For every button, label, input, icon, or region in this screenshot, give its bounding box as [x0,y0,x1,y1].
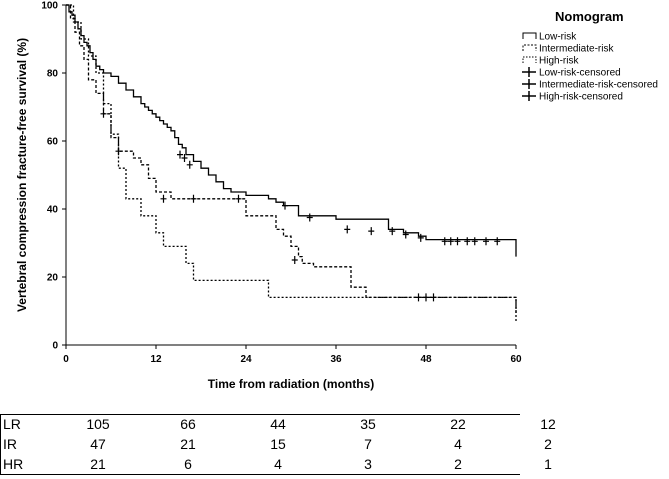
risk-table-cell: 21 [90,456,106,472]
low-risk-censor-mark [417,233,424,242]
low-risk-censor-mark [177,150,183,159]
legend-entry-label: Low-risk [539,32,577,43]
low-risk-censor-mark [454,237,461,246]
x-tick-label: 0 [63,354,69,365]
risk-table-row: LR 105 66 44 35 22 12 [0,414,556,434]
y-tick-label: 0 [52,341,58,352]
risk-table-bottom-rule [0,474,520,475]
risk-table-row: HR 21 6 4 3 2 1 [0,454,552,474]
high-risk-censored-legend-swatch [522,91,536,101]
low-risk-censor-mark [389,227,396,236]
legend-entry-label: High-risk-censored [539,92,623,103]
y-tick-label: 20 [47,273,59,284]
legend-entry-label: Intermediate-risk-censored [539,80,658,91]
risk-table-cell: 3 [364,456,372,472]
risk-table-cell: 4 [274,456,282,472]
risk-table-top-rule [0,414,520,415]
risk-table-cell: 22 [450,416,466,432]
x-tick-label: 36 [330,354,342,365]
low-risk-censor-mark [464,237,471,246]
intermediate-risk-censor-mark [190,194,197,203]
risk-table-cell: 4 [454,436,462,452]
legend-entry-label: High-risk [539,56,579,67]
x-tick-label: 24 [240,354,252,365]
risk-table-cell: 7 [364,436,372,452]
risk-table-cell: 105 [86,416,110,432]
risk-table-cell: 1 [544,456,552,472]
x-axis-label: Time from radiation (months) [208,377,374,391]
x-tick-label: 12 [150,354,162,365]
intermediate-risk-censor-mark [100,109,107,118]
risk-table-cell: 66 [180,416,196,432]
risk-table-cell: 21 [180,436,196,452]
risk-table: LR 105 66 44 35 22 12 IR 47 21 15 7 4 2 HR 21 6 4 3 2 1 [0,414,556,474]
intermediate-risk-line [66,4,517,315]
low-risk-censor-mark [471,237,478,246]
risk-table-row-label: HR [3,456,24,472]
risk-table-row-label: IR [3,436,17,452]
intermediate-risk-censor-mark [291,256,298,264]
low-risk-censor-mark [447,237,454,246]
low-risk-censor-mark [181,154,188,162]
high-risk-line [66,4,517,322]
risk-table-left-rule [0,414,1,474]
low-risk-censor-mark [344,225,351,234]
low-risk-line [66,4,517,257]
risk-table-row: IR 47 21 15 7 4 2 [0,434,552,454]
legend-entry-label: Low-risk-censored [539,68,621,79]
y-tick-label: 60 [47,137,59,148]
risk-table-cell: 15 [270,436,286,452]
legend: Nomogram Low-riskIntermediate-riskHigh-r… [522,9,658,103]
low-risk-censor-mark [186,160,193,169]
risk-table-cell: 35 [360,416,376,432]
risk-table-cell: 2 [454,456,462,472]
intermediate-risk-censored-legend-swatch [522,79,536,89]
legend-title: Nomogram [555,9,624,24]
x-tick-label: 48 [420,354,432,365]
low-risk-censor-mark [441,237,448,246]
intermediate-risk-censor-mark [160,194,167,203]
intermediate-risk-legend-swatch [522,44,537,51]
high-risk-legend-swatch [522,56,537,63]
low-risk-censor-mark [494,237,501,246]
y-tick-label: 40 [47,205,59,216]
low-risk-censored-legend-swatch [522,67,536,77]
low-risk-censor-mark [306,213,313,222]
y-ticks: 0 20 40 60 80 100 [41,1,66,352]
risk-table-cell: 12 [540,416,556,432]
risk-table-cell: 44 [270,416,286,432]
x-ticks: 0 12 24 36 48 60 [63,345,522,365]
low-risk-censor-mark [282,201,288,210]
risk-table-row-label: LR [3,416,21,432]
low-risk-censor-mark [402,230,409,239]
y-tick-label: 100 [41,1,58,12]
x-tick-label: 60 [510,354,522,365]
risk-table-cell: 2 [544,436,552,452]
risk-table-cell: 6 [184,456,192,472]
low-risk-censor-mark [368,227,375,236]
y-tick-label: 80 [47,69,59,80]
low-risk-censor-mark [483,237,489,246]
y-axis-label: Vertebral compression fracture-free surv… [15,38,29,312]
axes [65,5,516,346]
legend-entry-label: Intermediate-risk [539,44,614,55]
risk-table-cell: 47 [90,436,106,452]
series-layer [66,4,517,322]
low-risk-legend-swatch [522,32,537,39]
